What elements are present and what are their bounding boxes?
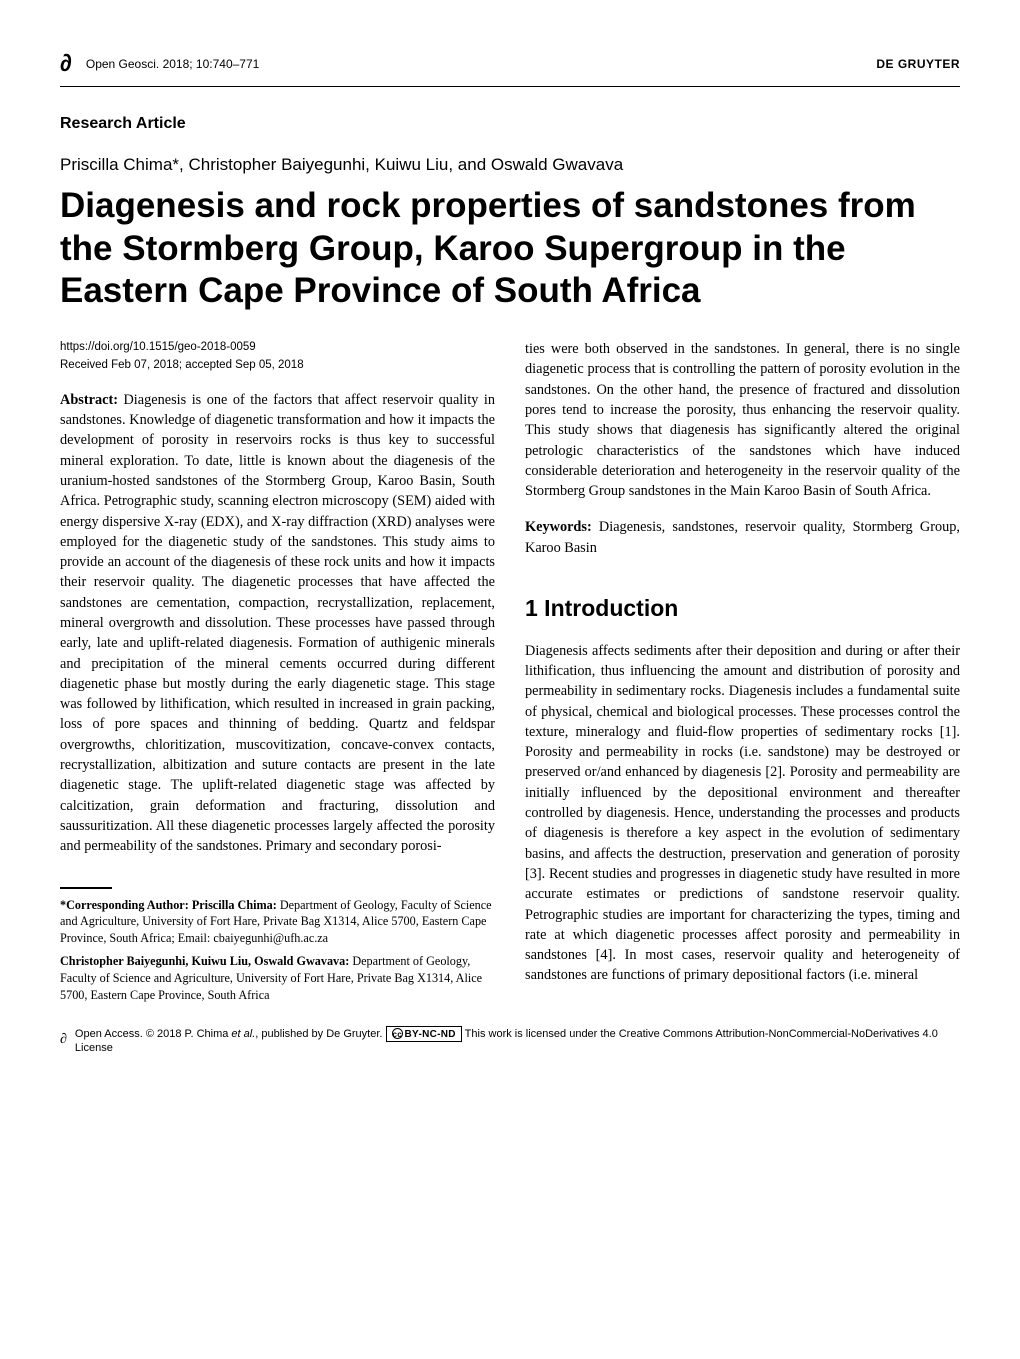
footer-open-access-1: Open Access. © 2018 P. Chima <box>75 1028 232 1040</box>
keywords-label: Keywords: <box>525 519 592 535</box>
open-access-icon: ∂ <box>60 1032 67 1048</box>
right-column: ties were both observed in the sandstone… <box>525 339 960 1003</box>
article-title: Diagenesis and rock properties of sandst… <box>60 185 960 313</box>
corresponding-author-block: *Corresponding Author: Priscilla Chima: … <box>60 897 495 947</box>
page-container: ∂ Open Geosci. 2018; 10:740–771 DE GRUYT… <box>0 0 1020 1094</box>
footer-open-access-3: , published by De Gruyter. <box>255 1028 385 1040</box>
left-column: https://doi.org/10.1515/geo-2018-0059 Re… <box>60 339 495 1003</box>
publisher-name: DE GRUYTER <box>876 57 960 71</box>
section-1-body: Diagenesis affects sediments after their… <box>525 641 960 986</box>
affiliation-divider <box>60 887 112 889</box>
doi-link[interactable]: https://doi.org/10.1515/geo-2018-0059 <box>60 339 495 355</box>
abstract-text-col1: Diagenesis is one of the factors that af… <box>60 392 495 855</box>
two-column-layout: https://doi.org/10.1515/geo-2018-0059 Re… <box>60 339 960 1003</box>
running-header: ∂ Open Geosci. 2018; 10:740–771 DE GRUYT… <box>60 50 960 78</box>
abstract-text-col2: ties were both observed in the sandstone… <box>525 339 960 501</box>
coauthors-block: Christopher Baiyegunhi, Kuiwu Liu, Oswal… <box>60 953 495 1003</box>
open-access-icon: ∂ <box>60 50 72 78</box>
received-dates: Received Feb 07, 2018; accepted Sep 05, … <box>60 357 495 373</box>
abstract-paragraph: Abstract: Diagenesis is one of the facto… <box>60 390 495 857</box>
coauthors-label: Christopher Baiyegunhi, Kuiwu Liu, Oswal… <box>60 954 349 968</box>
license-footer: ∂ Open Access. © 2018 P. Chima et al., p… <box>60 1026 960 1054</box>
corresponding-author-label: *Corresponding Author: Priscilla Chima: <box>60 898 277 912</box>
header-divider <box>60 86 960 87</box>
cc-badge-text: BY-NC-ND <box>405 1029 456 1040</box>
article-type-label: Research Article <box>60 115 960 133</box>
cc-badge: ccBY-NC-ND <box>386 1026 462 1042</box>
cc-icon: cc <box>392 1028 403 1039</box>
keywords-paragraph: Keywords: Diagenesis, sandstones, reserv… <box>525 517 960 558</box>
authors-line: Priscilla Chima*, Christopher Baiyegunhi… <box>60 155 960 175</box>
footer-et-al: et al. <box>231 1028 255 1040</box>
journal-reference: Open Geosci. 2018; 10:740–771 <box>86 57 259 71</box>
footer-text-block: Open Access. © 2018 P. Chima et al., pub… <box>75 1026 960 1054</box>
section-1-heading: 1 Introduction <box>525 592 960 625</box>
abstract-label: Abstract: <box>60 392 118 408</box>
header-left: ∂ Open Geosci. 2018; 10:740–771 <box>60 50 259 78</box>
